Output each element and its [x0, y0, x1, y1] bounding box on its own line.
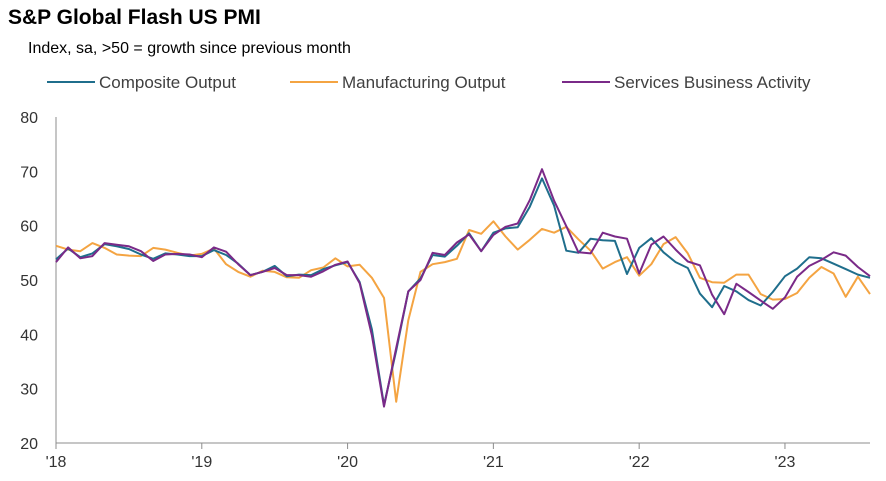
y-tick-label: 70 [20, 164, 38, 181]
plot-area [55, 168, 871, 408]
x-tick-label: '19 [191, 454, 212, 471]
chart-legend: Composite Output Manufacturing Output Serv… [47, 73, 811, 92]
chart-subtitle: Index, sa, >50 = growth since previous m… [28, 40, 351, 57]
y-tick-label: 50 [20, 273, 38, 290]
y-axis: 20 30 40 50 60 70 80 [20, 110, 57, 453]
y-tick-label: 80 [20, 110, 38, 127]
x-axis: '18 '19 '20 '21 '22 '23 [46, 442, 870, 471]
legend-label: Services Business Activity [614, 73, 811, 92]
y-tick-label: 40 [20, 327, 38, 344]
legend-label: Composite Output [99, 73, 236, 92]
y-tick-label: 20 [20, 436, 38, 453]
y-tick-label: 60 [20, 219, 38, 236]
x-tick-label: '21 [483, 454, 504, 471]
chart-title: S&P Global Flash US PMI [8, 6, 261, 29]
series-line-services-business-activity [55, 168, 871, 408]
x-tick-label: '20 [337, 454, 358, 471]
x-tick-label: '23 [775, 454, 796, 471]
x-tick-label: '22 [629, 454, 650, 471]
legend-label: Manufacturing Output [342, 73, 506, 92]
series-line-manufacturing-output [55, 220, 871, 403]
y-tick-label: 30 [20, 382, 38, 399]
x-tick-label: '18 [46, 454, 67, 471]
